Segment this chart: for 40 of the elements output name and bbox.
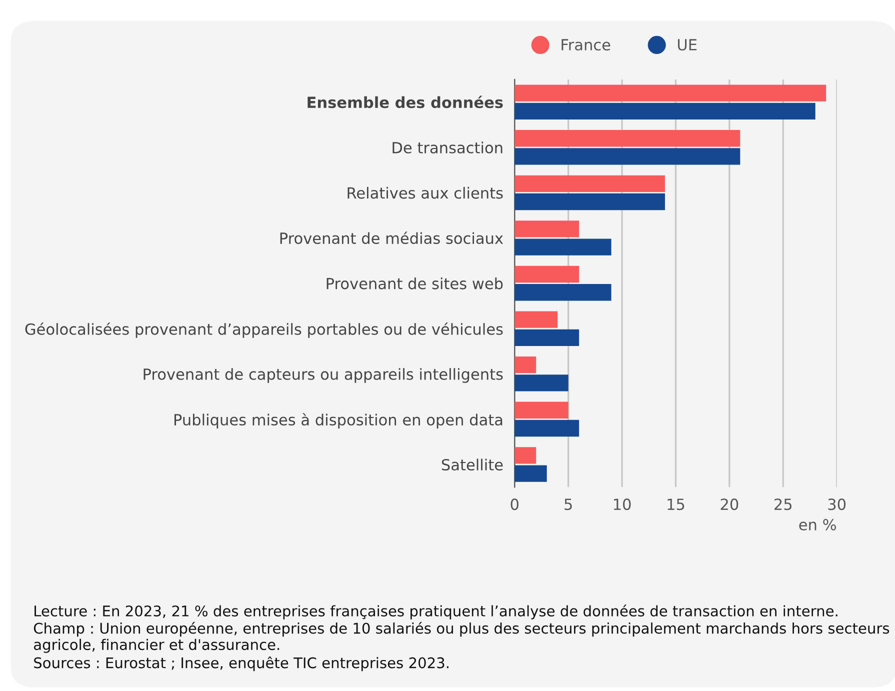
bar [514, 329, 580, 346]
text: Champ : Union européenne, entreprises de 10 salariés ou plus des secteurs principalement marchands hors secteurs agricole, financier et d'assurance. [34, 622, 890, 653]
bar [514, 356, 536, 374]
bar [514, 266, 580, 283]
bar [514, 238, 612, 256]
y-tick-label: Publiques mises à disposition en open data [174, 413, 502, 428]
bar [514, 284, 612, 301]
x-tick-label: 25 [774, 498, 792, 510]
x-tick-label: 5 [564, 498, 572, 510]
y-tick-label: Ensemble des données [308, 96, 503, 108]
bar [514, 420, 580, 437]
bar [514, 447, 536, 464]
bar [514, 220, 580, 238]
bar [514, 175, 665, 192]
y-tick-label: Provenant de médias sociaux [280, 232, 504, 244]
bar [514, 84, 826, 102]
y-tick-label: Provenant de capteurs ou appareils intelligents [144, 368, 503, 383]
x-axis-title: en % [799, 518, 836, 530]
x-tick-label: 20 [720, 498, 738, 510]
y-tick-label: Satellite [442, 458, 503, 471]
bar [514, 193, 665, 210]
bar [514, 311, 558, 328]
bar [514, 465, 547, 482]
bar [514, 402, 568, 418]
bar [514, 102, 816, 120]
x-tick-label: 30 [828, 498, 846, 510]
y-tick-label: Géolocalisées provenant d’appareils portables ou de véhicules [25, 322, 503, 338]
y-tick-label: Relatives aux clients [348, 186, 503, 199]
x-tick-label: 0 [510, 498, 518, 510]
text: Lecture : En 2023, 21 % des entreprises françaises pratiquent l’analyse de données de transaction en interne. [34, 604, 838, 620]
bar [514, 148, 740, 165]
x-tick-label: 15 [668, 498, 684, 510]
x-tick-label: 10 [614, 498, 631, 510]
legend-label: UE [678, 39, 697, 51]
y-tick-label: Provenant de sites web [326, 278, 503, 290]
y-tick-label: De transaction [392, 142, 502, 154]
bar [514, 374, 568, 392]
source-note: Sources : Eurostat ; Insee, enquête TIC entreprises 2023. [34, 656, 448, 672]
legend-label: France [562, 39, 610, 51]
bar [514, 130, 740, 147]
